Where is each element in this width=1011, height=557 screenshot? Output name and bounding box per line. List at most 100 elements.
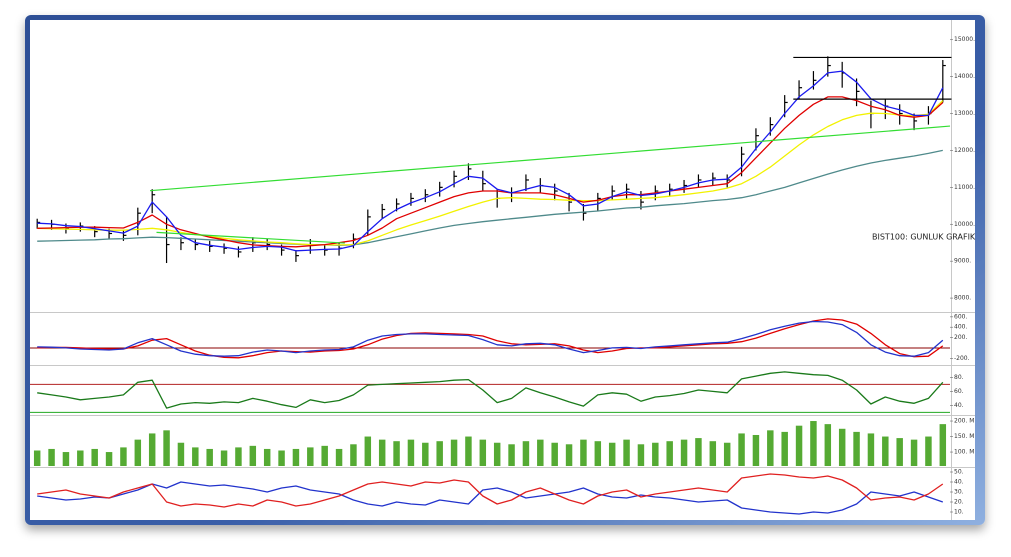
indicator-line	[37, 481, 944, 515]
y-tick-label: 400.	[954, 324, 967, 331]
volume-bar	[77, 450, 84, 466]
y-tick-label: 14000.	[954, 73, 975, 80]
volume-bar	[810, 421, 817, 466]
volume-bar	[192, 447, 199, 466]
volume-bar	[709, 441, 717, 466]
volume-bar	[91, 448, 98, 466]
y-tick-label: -200.	[954, 355, 970, 362]
volume-bar	[148, 433, 156, 466]
y-tick-label: 40.	[954, 479, 964, 486]
volume-bar	[177, 442, 185, 466]
y-tick-label: 80.	[954, 374, 964, 381]
volume-bar	[493, 442, 501, 466]
volume-bar	[62, 452, 70, 466]
volume-bar	[422, 442, 429, 466]
volume-bar	[882, 436, 889, 466]
volume-bar	[120, 447, 127, 466]
y-tick-label: 50.	[954, 469, 964, 476]
plot-background	[30, 20, 975, 520]
volume-bar	[206, 448, 213, 466]
indicator-line	[37, 70, 944, 252]
volume-bar	[695, 438, 702, 466]
y-tick-label: 13000.	[954, 110, 975, 117]
volume-bar	[867, 433, 875, 466]
volume-bar	[465, 436, 472, 466]
y-tick-label: 40.	[954, 402, 964, 409]
volume-bar	[781, 431, 788, 466]
indicator-line	[37, 100, 944, 246]
trend-line	[156, 231, 345, 244]
volume-bar	[479, 439, 487, 466]
volume-bar	[723, 442, 731, 466]
volume-bar	[853, 431, 860, 466]
volume-bar	[608, 442, 616, 466]
volume-bar	[321, 445, 328, 466]
volume-bar	[824, 424, 832, 466]
volume-bar	[33, 450, 41, 466]
volume-bar	[896, 438, 903, 466]
volume-bar	[680, 439, 688, 466]
volume-bar	[623, 439, 630, 466]
panel-separators	[30, 20, 975, 520]
chart-annotation: BIST100: GUNLUK GRAFIK	[872, 233, 976, 242]
volume-bar	[407, 439, 415, 466]
volume-bar	[263, 448, 271, 466]
y-tick-label: 15000.	[954, 36, 975, 43]
volume-bar	[335, 448, 343, 466]
volume-bar	[48, 448, 55, 466]
volume-bar	[522, 441, 530, 466]
volume-bar	[378, 439, 386, 466]
y-tick-label: 150. M	[954, 433, 974, 440]
volume-bar	[235, 447, 242, 466]
volume-bar	[795, 425, 803, 466]
y-tick-label: 12000.	[954, 147, 975, 154]
y-tick-label: 10.	[954, 509, 964, 516]
y-tick-label: 8000.	[954, 295, 971, 302]
volume-bar	[134, 439, 142, 466]
indicator-line	[37, 473, 944, 508]
volume-bar	[249, 445, 257, 466]
indicator-line	[37, 371, 944, 409]
y-tick-label: 200.	[954, 334, 967, 341]
volume-bar	[307, 447, 314, 466]
volume-bar	[105, 452, 113, 466]
y-tick-label: 9000.	[954, 258, 971, 265]
volume-bar	[666, 441, 673, 466]
volume-bar	[350, 444, 357, 466]
volume-bar	[910, 439, 918, 466]
volume-bar	[364, 436, 372, 466]
volume-bar	[508, 444, 515, 466]
volume-bar	[594, 441, 602, 466]
volume-bar	[752, 434, 760, 466]
volume-bar	[925, 436, 932, 466]
volume-bar	[278, 450, 285, 466]
volume-bar	[652, 442, 659, 466]
volume-bar	[738, 433, 745, 466]
y-tick-label: 10000.	[954, 221, 975, 228]
volume-bar	[565, 444, 573, 466]
volume-bar	[838, 428, 846, 466]
volume-bar	[637, 444, 645, 466]
volume-bar	[537, 439, 544, 466]
volume-bar	[292, 448, 300, 466]
volume-bar	[939, 424, 947, 466]
y-tick-label: 100. M	[954, 449, 974, 456]
volume-bar	[393, 441, 400, 466]
volume-bar	[436, 441, 443, 466]
trend-line	[149, 125, 951, 192]
volume-bar	[220, 450, 228, 466]
y-tick-label: 30.	[954, 489, 964, 496]
y-tick-label: 200. M	[954, 418, 974, 425]
y-tick-label: 600.	[954, 313, 967, 320]
y-tick-label: 60.	[954, 388, 964, 395]
indicator-line	[37, 96, 944, 248]
volume-bar	[767, 430, 774, 466]
volume-bar	[551, 442, 558, 466]
indicator-line	[37, 320, 944, 357]
y-tick-label: 11000.	[954, 184, 975, 191]
y-tick-label: 20.	[954, 499, 964, 506]
volume-bar	[450, 439, 458, 466]
volume-bar	[580, 439, 587, 466]
indicator-line	[37, 318, 944, 359]
